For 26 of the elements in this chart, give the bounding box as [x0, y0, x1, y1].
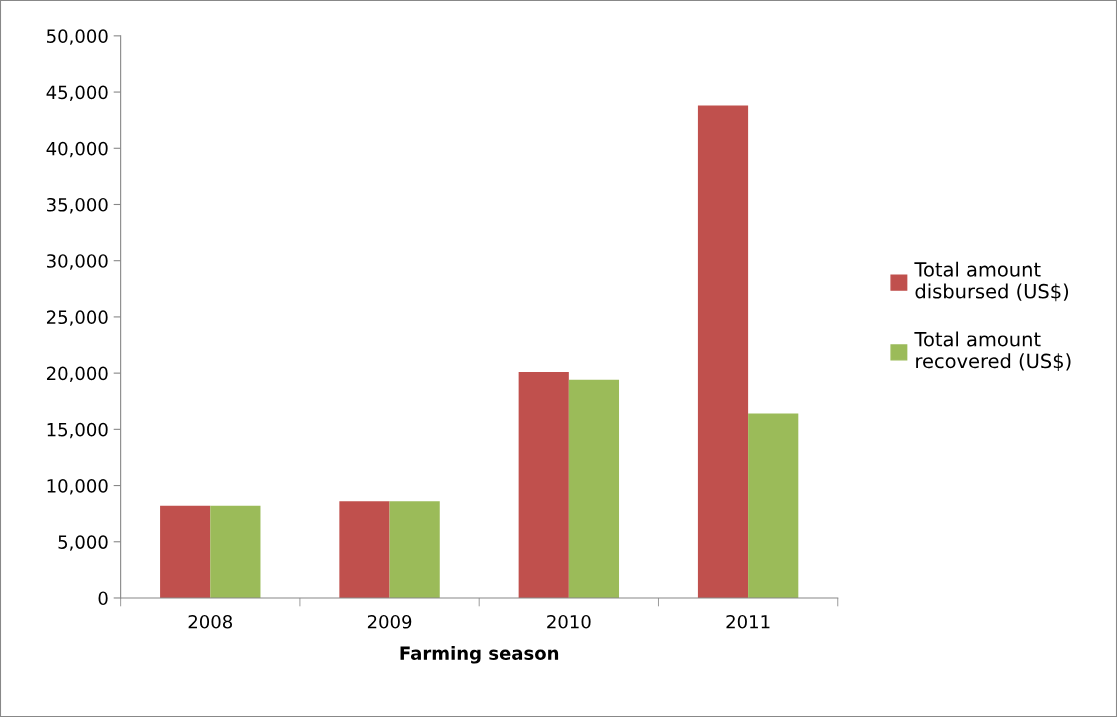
bar — [339, 501, 390, 598]
y-tick-label: 40,000 — [46, 141, 108, 158]
x-tick-label: 2009 — [367, 614, 412, 629]
y-tick-label: 15,000 — [47, 422, 108, 439]
x-tick-label: 2008 — [188, 614, 233, 629]
y-tick-label: 50,000 — [47, 29, 108, 45]
legend-label: Total amount recovered (US$) — [914, 331, 1071, 371]
y-tick-label: 5,000 — [58, 535, 108, 551]
x-tick-label: 2010 — [547, 614, 591, 629]
y-tick-label: 25,000 — [46, 310, 108, 326]
bar — [389, 501, 440, 598]
x-axis-title: Farming season — [400, 646, 559, 664]
y-tick-label: 0 — [98, 591, 108, 606]
bar — [518, 372, 569, 598]
bar — [748, 413, 799, 598]
bar — [568, 379, 620, 598]
bar — [210, 505, 261, 598]
y-tick-label: 35,000 — [47, 197, 108, 214]
y-tick-label: 45,000 — [46, 85, 108, 102]
bar — [160, 505, 211, 598]
bar — [697, 105, 749, 598]
y-tick-label: 20,000 — [46, 366, 108, 383]
y-tick-label: 10,000 — [47, 479, 108, 495]
x-tick-label: 2011 — [726, 614, 770, 629]
legend-label: Total amount disbursed (US$) — [914, 261, 1069, 302]
y-tick-label: 30,000 — [47, 254, 108, 270]
